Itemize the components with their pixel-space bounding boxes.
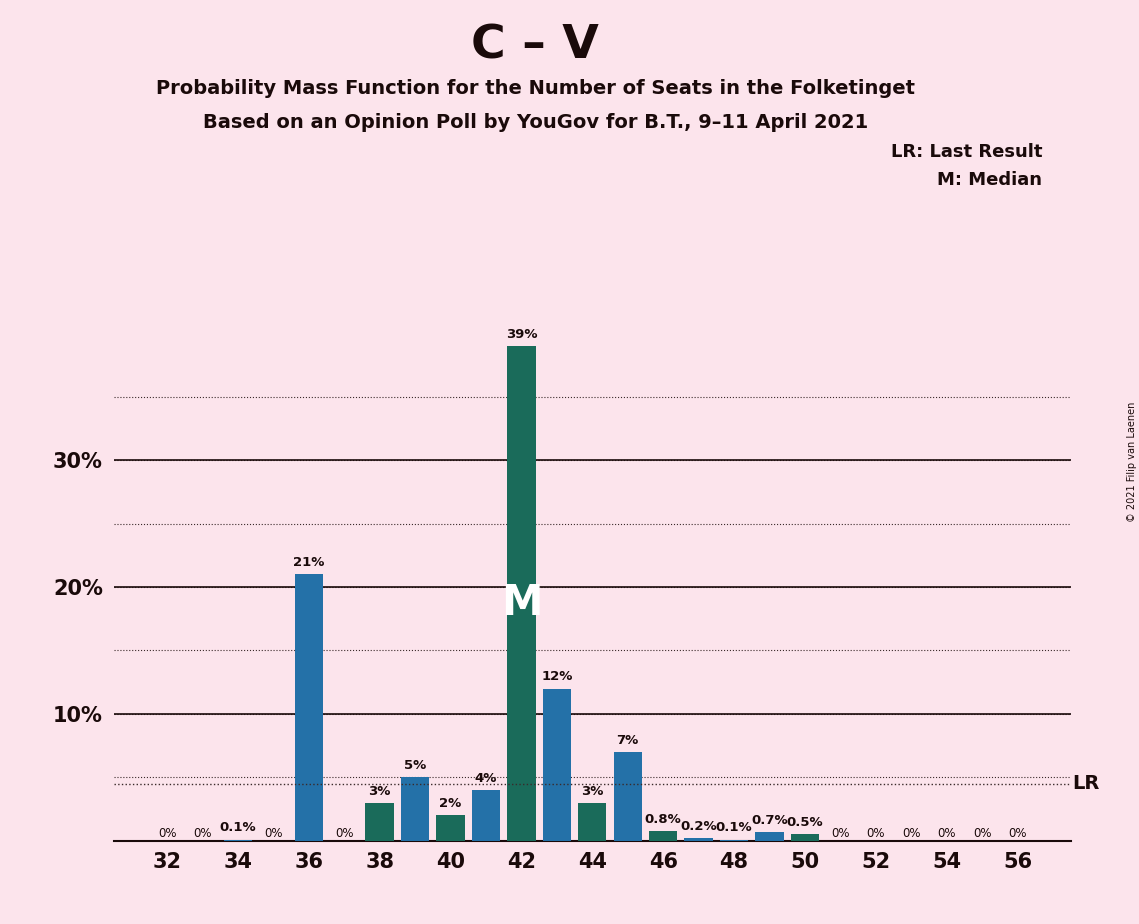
Text: 4%: 4%	[475, 772, 497, 785]
Text: 0.8%: 0.8%	[645, 812, 681, 826]
Text: M: M	[501, 582, 542, 625]
Text: 0.1%: 0.1%	[715, 821, 753, 834]
Text: 0.1%: 0.1%	[220, 821, 256, 834]
Text: 0%: 0%	[831, 827, 850, 840]
Text: 39%: 39%	[506, 328, 538, 341]
Text: © 2021 Filip van Laenen: © 2021 Filip van Laenen	[1126, 402, 1137, 522]
Text: 3%: 3%	[581, 784, 604, 797]
Bar	[436, 816, 465, 841]
Text: 7%: 7%	[616, 734, 639, 747]
Text: 2%: 2%	[440, 797, 461, 810]
Text: 0%: 0%	[264, 827, 282, 840]
Text: 0.5%: 0.5%	[787, 817, 823, 830]
Bar	[790, 834, 819, 841]
Bar	[542, 688, 571, 841]
Text: 0%: 0%	[1008, 827, 1026, 840]
Bar	[295, 575, 323, 841]
Text: 0%: 0%	[867, 827, 885, 840]
Text: Based on an Opinion Poll by YouGov for B.T., 9–11 April 2021: Based on an Opinion Poll by YouGov for B…	[203, 113, 868, 132]
Bar	[401, 777, 429, 841]
Text: Probability Mass Function for the Number of Seats in the Folketinget: Probability Mass Function for the Number…	[156, 79, 915, 98]
Bar	[579, 803, 606, 841]
Bar	[223, 840, 252, 841]
Text: 0.2%: 0.2%	[680, 821, 716, 833]
Bar	[366, 803, 394, 841]
Bar	[507, 346, 535, 841]
Text: 12%: 12%	[541, 671, 573, 684]
Bar	[755, 832, 784, 841]
Text: 0%: 0%	[194, 827, 212, 840]
Bar	[472, 790, 500, 841]
Text: C – V: C – V	[472, 23, 599, 68]
Bar	[685, 838, 713, 841]
Text: 3%: 3%	[369, 784, 391, 797]
Bar	[614, 752, 642, 841]
Text: 0%: 0%	[973, 827, 991, 840]
Text: M: Median: M: Median	[937, 171, 1042, 188]
Bar	[649, 831, 678, 841]
Text: 21%: 21%	[293, 556, 325, 569]
Text: 5%: 5%	[404, 760, 426, 772]
Bar	[720, 840, 748, 841]
Text: LR: LR	[1073, 774, 1100, 793]
Text: 0%: 0%	[158, 827, 177, 840]
Text: 0%: 0%	[335, 827, 353, 840]
Text: 0%: 0%	[937, 827, 956, 840]
Text: LR: Last Result: LR: Last Result	[891, 143, 1042, 161]
Text: 0%: 0%	[902, 827, 920, 840]
Text: 0.7%: 0.7%	[751, 814, 788, 827]
